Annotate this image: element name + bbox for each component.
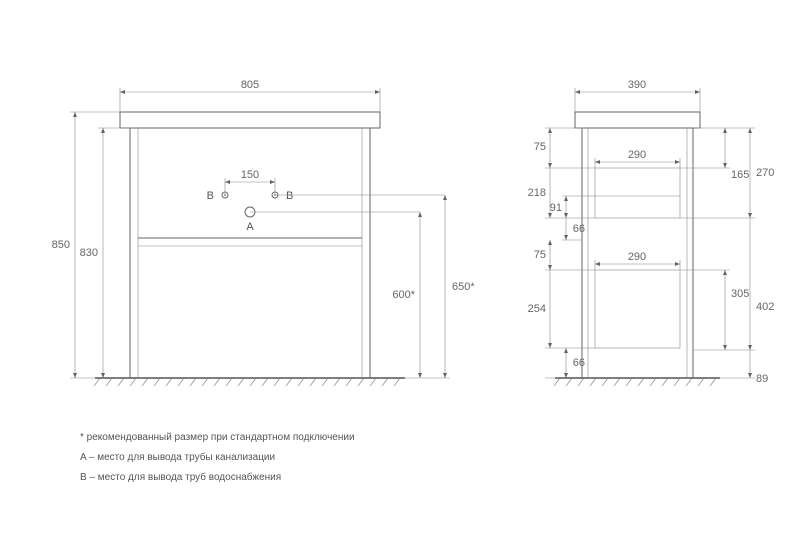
dim-165: 165 [731, 169, 749, 181]
dim-830: 830 [80, 247, 98, 259]
front-view: A B B 150 805 850 830 [52, 79, 476, 386]
dim-218: 218 [528, 187, 546, 199]
dim-600: 600* [392, 289, 415, 301]
dim-66a: 66 [573, 223, 585, 235]
note-2: A – место для вывода трубы канализации [80, 451, 275, 463]
dim-390: 390 [628, 79, 646, 91]
dim-150: 150 [241, 169, 259, 181]
label-b2: B [286, 190, 293, 202]
dim-89: 89 [756, 373, 768, 385]
dim-270: 270 [756, 167, 774, 179]
dim-305: 305 [731, 288, 749, 300]
note-1: * рекомендованный размер при стандартном… [80, 432, 355, 443]
dim-290b: 290 [628, 251, 646, 263]
dim-805: 805 [241, 79, 259, 91]
dim-290a: 290 [628, 149, 646, 161]
side-view: 390 290 290 75 218 [528, 79, 775, 386]
dim-850: 850 [52, 239, 70, 251]
dim-75b: 75 [534, 249, 546, 261]
dim-254: 254 [528, 303, 546, 315]
label-b1: B [207, 190, 214, 202]
dim-650: 650* [452, 281, 475, 293]
technical-drawing: A B B 150 805 850 830 [0, 0, 800, 533]
label-a: A [246, 221, 254, 233]
dim-402: 402 [756, 301, 774, 313]
dim-75a: 75 [534, 141, 546, 153]
note-3: B – место для вывода труб водоснабжения [80, 471, 281, 483]
dim-66b: 66 [573, 357, 585, 369]
dim-91: 91 [550, 202, 562, 214]
